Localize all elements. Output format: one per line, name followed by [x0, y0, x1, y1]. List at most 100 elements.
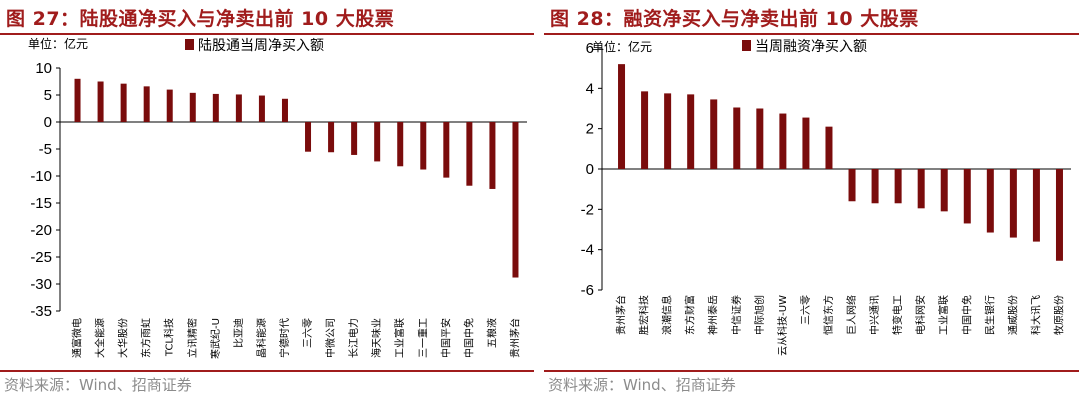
bar: [687, 94, 695, 169]
bar: [986, 169, 994, 233]
bar: [351, 122, 358, 155]
bar: [166, 89, 173, 122]
category-label: 东方财富: [684, 295, 697, 335]
legend-label: 当周融资净买入额: [755, 39, 867, 55]
unit-label: 单位：亿元: [28, 36, 88, 51]
category-label: 云从科技-UW: [776, 295, 789, 356]
category-label: 中信证券: [730, 295, 743, 335]
category-label: 晶科能源: [255, 318, 268, 358]
category-label: 科大讯飞: [1029, 295, 1042, 335]
category-label: 长江电力: [347, 318, 360, 358]
bar: [940, 169, 948, 212]
category-label: 中微公司: [324, 318, 337, 358]
bar: [512, 122, 519, 278]
source-note: 资料来源：Wind、招商证券: [548, 376, 736, 394]
category-label: 电科网安: [914, 295, 927, 335]
y-tick-label: 2: [586, 121, 594, 138]
bar: [397, 122, 404, 167]
bar: [756, 108, 764, 169]
source-note: 资料来源：Wind、招商证券: [4, 376, 192, 394]
bar: [1032, 169, 1040, 242]
y-tick-label: -25: [30, 249, 52, 266]
bar: [641, 91, 649, 169]
bar: [443, 122, 450, 178]
category-label: 民生银行: [983, 295, 996, 335]
category-label: 通富微电: [71, 318, 84, 358]
legend-swatch: [742, 40, 751, 51]
category-label: 大全能源: [94, 318, 107, 358]
bar: [871, 169, 879, 204]
unit-label: 单位：亿元: [592, 39, 652, 54]
bar: [97, 81, 104, 122]
category-label: 胜宏科技: [638, 295, 651, 335]
y-tick-label: -20: [30, 222, 52, 239]
source-divider: [0, 370, 534, 372]
category-label: 东方雨虹: [140, 318, 153, 358]
category-label: 比亚迪: [233, 318, 245, 348]
bar: [212, 93, 219, 122]
y-tick-label: -5: [39, 141, 52, 158]
bar: [1055, 169, 1063, 261]
bar: [664, 93, 672, 169]
bar: [420, 122, 427, 170]
bar: [848, 169, 856, 202]
bar: [489, 122, 496, 189]
bar: [235, 94, 242, 122]
category-label: 工业富联: [937, 295, 950, 335]
bar: [779, 113, 787, 169]
bar: [374, 122, 381, 162]
bar: [894, 169, 902, 204]
y-tick-label: -35: [30, 303, 52, 320]
bar: [305, 122, 312, 152]
category-label: 神州泰岳: [707, 295, 720, 335]
category-label: 三六零: [800, 295, 812, 325]
category-label: 立讯精密: [186, 318, 199, 358]
right-chart-panel: 图 28：融资净买入与净卖出前 10 大股票 单位：亿元 当周融资净买入额 6 4 2 0…: [544, 0, 1079, 402]
category-label: 恒信东方: [822, 295, 835, 335]
bar: [733, 107, 741, 169]
y-tick-label: 0: [586, 161, 594, 178]
category-label: 寒武纪-U: [209, 318, 222, 359]
category-label: 中际旭创: [753, 295, 766, 335]
y-tick-label: -10: [30, 168, 52, 185]
title-divider: [544, 33, 1079, 35]
category-label: 海天味业: [370, 318, 383, 358]
bar: [963, 169, 971, 224]
bar: [328, 122, 335, 153]
category-label: TCL科技: [163, 318, 176, 357]
margin-net-buy-chart: 单位：亿元 当周融资净买入额 6 4 2 0 -2 -4 -6 贵州茅台 胜宏科技 浪潮信息 东方财富神…: [581, 39, 1071, 356]
category-label: 特变电工: [891, 295, 904, 335]
y-tick-label: 0: [44, 114, 52, 131]
title-divider: [0, 33, 534, 35]
category-label: 中国平安: [439, 318, 452, 358]
category-label: 贵州茅台: [615, 295, 628, 335]
y-tick-label: -4: [581, 242, 594, 259]
y-tick-label: -30: [30, 276, 52, 293]
legend-label: 陆股通当周净买入额: [198, 38, 324, 54]
category-label: 工业富联: [393, 318, 406, 358]
category-label: 宁德时代: [278, 318, 291, 358]
category-label: 中国中免: [960, 295, 973, 335]
y-tick-label: 4: [586, 80, 594, 97]
category-label: 通威股份: [1006, 295, 1019, 335]
y-tick-label: -6: [581, 282, 594, 299]
category-label: 中国中免: [462, 318, 475, 358]
bar: [120, 83, 127, 122]
category-label: 牧原股份: [1052, 295, 1065, 335]
bar: [802, 117, 810, 169]
category-label: 贵州茅台: [508, 318, 521, 358]
category-label: 三一重工: [416, 318, 429, 358]
y-tick-label: -15: [30, 195, 52, 212]
bar: [74, 78, 81, 122]
bar: [281, 98, 288, 122]
y-tick-label: 5: [44, 87, 52, 104]
bar: [258, 95, 265, 122]
category-label: 浪潮信息: [661, 295, 674, 335]
category-label: 巨人网络: [845, 295, 858, 335]
y-tick-label: -2: [581, 201, 594, 218]
bar: [189, 92, 196, 122]
category-label: 中兴通讯: [868, 295, 881, 335]
y-tick-label: 10: [35, 60, 52, 77]
bar: [825, 126, 833, 169]
source-divider: [544, 370, 1079, 372]
